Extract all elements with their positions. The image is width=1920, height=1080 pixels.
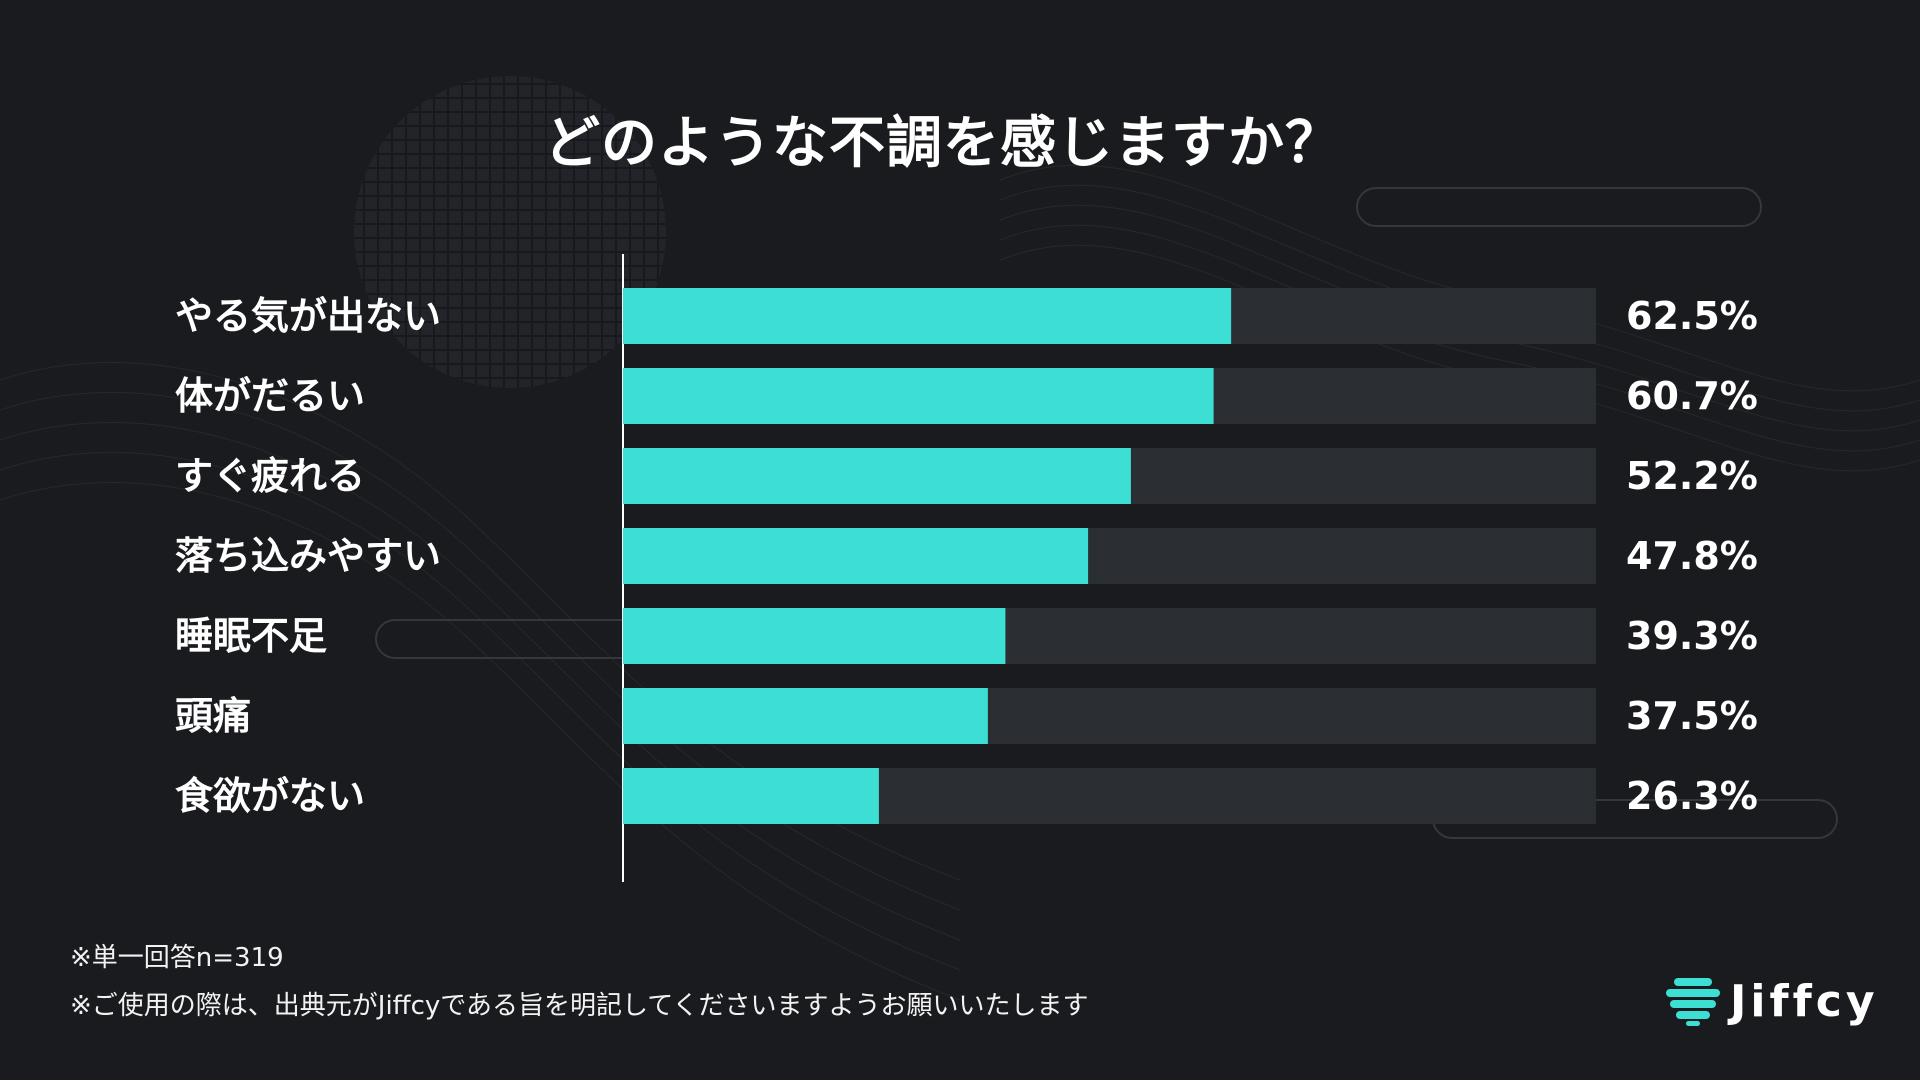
bar [623,768,879,824]
value-label: 62.5% [1626,294,1758,338]
category-label: 睡眠不足 [175,614,327,658]
value-label: 60.7% [1626,374,1758,418]
usage-note: ※ご使用の際は、出典元がJiffcyである旨を明記してくださいますようお願いいた… [70,991,1089,1021]
bar [623,448,1131,504]
bar [623,528,1089,584]
value-label: 39.3% [1626,614,1758,658]
sample-size-note: ※単一回答n=319 [70,943,284,973]
value-label: 26.3% [1626,774,1758,818]
category-label: 落ち込みやすい [175,534,441,578]
category-label: やる気が出ない [175,294,441,338]
value-label: 37.5% [1626,694,1758,738]
value-label: 47.8% [1626,534,1758,578]
chart-title: どのような不調を感じますか？ [544,111,1342,176]
bar [623,288,1232,344]
category-label: 頭痛 [175,694,251,738]
bar [623,688,988,744]
value-label: 52.2% [1626,454,1758,498]
logo-wordmark: Jiffcy [1730,975,1879,1027]
category-label: 体がだるい [175,374,365,418]
category-label: すぐ疲れる [175,454,365,498]
category-label: 食欲がない [175,774,365,818]
bar [623,368,1214,424]
jiffcy-stack-icon [1666,978,1720,1026]
jiffcy-logo: Jiffcy [1664,975,1879,1027]
bar [623,608,1006,664]
